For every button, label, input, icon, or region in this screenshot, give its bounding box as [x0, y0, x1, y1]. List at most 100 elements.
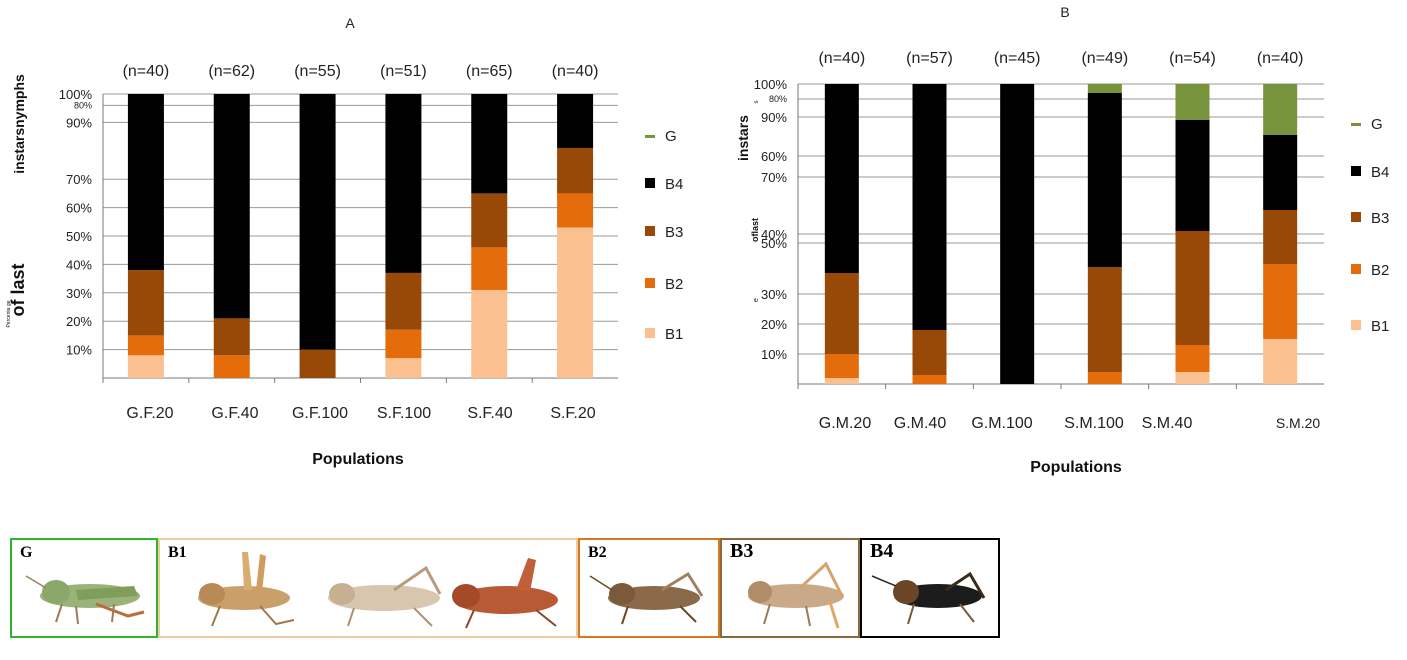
grasshopper-b4-image: [871, 571, 986, 625]
chart-a-category-label: G.F.100: [292, 405, 348, 422]
chart-b-bar-b2-5: [1175, 345, 1210, 372]
chart-b-bar-b4-5: [1175, 120, 1210, 231]
chart-b-category-label: S.M.20: [1276, 415, 1321, 431]
specimen-panel-b4: B4: [860, 538, 1000, 638]
grasshopper-b1-images: [198, 552, 558, 629]
chart-a-bar-b2-5: [471, 247, 508, 290]
chart-b-bar-b2-2: [912, 375, 947, 384]
grasshopper-g-figure: [25, 575, 145, 625]
chart-a-tick-label: 70%: [66, 172, 92, 187]
chart-b-bar-b4-6: [1263, 135, 1298, 210]
chart-a-tick-label: 50%: [66, 229, 92, 244]
chart-b-sample-size: (n=40): [1257, 50, 1304, 67]
chart-a-y-axis-title-part: of last: [8, 263, 28, 316]
chart-b-sample-size: (n=40): [818, 50, 865, 67]
chart-b-tick-label: 90%: [761, 110, 787, 125]
chart-a-sample-size: (n=40): [123, 63, 170, 80]
chart-a-legend-label-g: G: [665, 128, 677, 145]
chart-a-bar-b3-4: [385, 272, 422, 330]
chart-a-legend-swatch-b3: [645, 226, 655, 236]
chart-a-bar-b3-1: [127, 270, 164, 336]
chart-a-legend-swatch-g: [645, 135, 655, 138]
grasshopper-g-image: [25, 575, 145, 625]
chart-a-tick-label: 30%: [66, 286, 92, 301]
grasshopper-b4-figure: [871, 571, 986, 625]
chart-b-bar-b2-6: [1263, 264, 1298, 339]
chart-b-sample-size: (n=45): [994, 50, 1041, 67]
chart-b-tick-label: 20%: [761, 317, 787, 332]
chart-b-legend-label-b4: B4: [1371, 164, 1389, 181]
grasshopper-b1-figure-1: [198, 552, 295, 627]
grasshopper-b2-figure: [589, 571, 704, 625]
chart-b-bar-b3-6: [1263, 210, 1298, 264]
chart-a-sample-size: (n=51): [380, 63, 427, 80]
chart-a-bar-b4-4: [385, 94, 422, 273]
chart-a-sample-size: (n=40): [552, 63, 599, 80]
chart-b-legend-swatch-g: [1351, 123, 1361, 126]
chart-b-bar-g-6: [1263, 84, 1298, 135]
specimen-label-b1: B1: [168, 544, 187, 561]
chart-a-x-axis-title: Populations: [312, 451, 404, 468]
chart-b-bar-b3-1: [824, 273, 859, 354]
grasshopper-b1-figure-3: [452, 558, 558, 629]
specimen-panel-b2: B2: [578, 538, 720, 638]
chart-b-bar-b1-6: [1263, 339, 1298, 384]
chart-b-legend-label-b1: B1: [1371, 318, 1389, 335]
chart-b-category-label: S.M.40: [1142, 415, 1193, 432]
chart-a-tick-label: 100%: [59, 87, 93, 102]
chart-b-legend-swatch-b3: [1351, 212, 1361, 222]
specimen-label-g: G: [20, 544, 33, 561]
chart-b-tick-label: 70%: [761, 170, 787, 185]
chart-b-bar-b4-2: [912, 84, 947, 330]
chart-b-bar-b4-4: [1087, 93, 1122, 267]
chart-a-y-axis-title-part: Percenta ge: [6, 300, 12, 327]
chart-a-tick-label: 90%: [66, 115, 92, 130]
chart-a-tick-label: 20%: [66, 314, 92, 329]
chart-a-tick-label: 60%: [66, 201, 92, 216]
chart-b-bar-b4-1: [824, 84, 859, 273]
chart-b-tick-label: 60%: [761, 149, 787, 164]
chart-a-panel-label: A: [345, 15, 355, 31]
chart-a-legend-swatch-b4: [645, 178, 655, 188]
chart-b-legend-swatch-b1: [1351, 320, 1361, 330]
chart-b-sample-size: (n=57): [906, 50, 953, 67]
grasshopper-b3-image: [748, 561, 844, 629]
chart-a-category-label: G.F.40: [211, 405, 258, 422]
chart-b-sample-size: (n=49): [1081, 50, 1128, 67]
chart-b-legend-swatch-b4: [1351, 166, 1361, 176]
chart-a-bar-b3-3: [299, 349, 336, 378]
chart-b-y-axis-title-part: e: [753, 298, 760, 302]
chart-a-bar-b3-2: [213, 318, 250, 356]
chart-b-bar-g-5: [1175, 84, 1210, 120]
chart-b-tick-label: 50%: [761, 236, 787, 251]
specimen-label-b2: B2: [588, 544, 607, 561]
chart-a-bar-b4-2: [213, 94, 250, 319]
chart-a-bar-b1-1: [127, 355, 164, 378]
chart-a-bar-b2-2: [213, 355, 250, 378]
chart-b-y-axis-title-part: instars: [735, 115, 751, 161]
chart-a-bar-b3-5: [471, 193, 508, 248]
specimen-panel-b1: B1: [158, 538, 578, 638]
chart-a-y-axis-title-part: instarsnymphs: [11, 74, 27, 174]
chart-b-y-axis-title-part: oflast: [750, 218, 760, 242]
grasshopper-b3-figure: [748, 561, 844, 629]
chart-b-legend-swatch-b2: [1351, 264, 1361, 274]
chart-b-x-axis-title: Populations: [1030, 459, 1122, 476]
chart-a-legend-label-b4: B4: [665, 176, 683, 193]
chart-a-category-label: G.F.20: [126, 405, 173, 422]
chart-a-tick-label: 10%: [66, 343, 92, 358]
chart-a-tick-label: 80%: [74, 100, 92, 110]
chart-a-bar-b4-1: [127, 94, 164, 271]
chart-b-category-label: G.M.40: [894, 415, 947, 432]
chart-b-category-label: G.M.20: [819, 415, 872, 432]
chart-a-bar-b4-3: [299, 94, 336, 350]
chart-a-legend-label-b3: B3: [665, 224, 683, 241]
chart-a-bar-b1-6: [557, 227, 594, 378]
chart-b-bar-b4-3: [1000, 84, 1035, 384]
chart-b-bar-b2-4: [1087, 372, 1122, 384]
chart-b-bar-b1-5: [1175, 372, 1210, 384]
chart-b-legend-label-b2: B2: [1371, 262, 1389, 279]
chart-a-bar-b1-4: [385, 358, 422, 378]
chart-a-bar-b4-6: [557, 94, 594, 148]
chart-b-category-label: G.M.100: [971, 415, 1032, 432]
